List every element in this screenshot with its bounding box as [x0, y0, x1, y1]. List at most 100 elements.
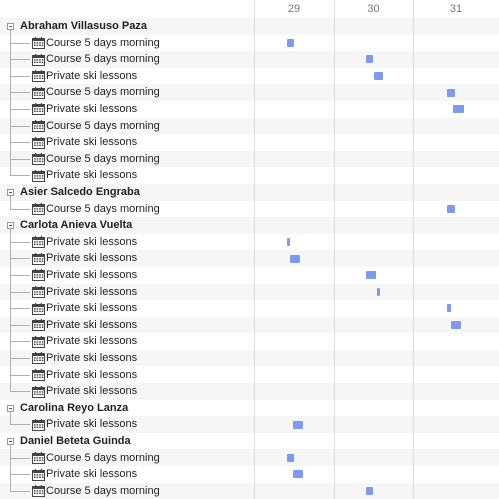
task-row[interactable]	[0, 51, 499, 68]
calendar-icon	[32, 418, 45, 431]
task-label: Course 5 days morning	[46, 451, 160, 464]
task-row[interactable]	[0, 234, 499, 251]
day-gridline	[413, 0, 414, 499]
task-bar[interactable]	[447, 88, 456, 97]
tree-branch	[10, 125, 30, 127]
resource-tree: Abraham Villasuso Paza Course 5 days morn…	[0, 18, 260, 499]
task-bar[interactable]	[366, 55, 374, 64]
task-label: Private ski lessons	[46, 252, 138, 265]
task-row[interactable]	[0, 150, 499, 168]
task-bar[interactable]	[447, 204, 456, 213]
task-bar[interactable]	[290, 254, 300, 263]
task-row[interactable]	[0, 466, 499, 483]
task-bar[interactable]	[286, 453, 294, 462]
task-row[interactable]	[0, 35, 499, 52]
calendar-icon	[32, 335, 45, 348]
tree-branch	[10, 275, 30, 276]
calendar-icon	[32, 169, 45, 182]
task-label: Course 5 days morning	[46, 86, 160, 99]
calendar-icon	[32, 119, 45, 132]
calendar-icon	[32, 252, 45, 265]
calendar-icon	[32, 368, 45, 381]
tree-connector	[10, 445, 11, 492]
day-header-31: 31	[449, 3, 463, 15]
task-label: Private ski lessons	[46, 368, 138, 381]
tree-branch	[10, 374, 30, 376]
task-label: Private ski lessons	[46, 169, 138, 182]
task-bar[interactable]	[293, 420, 303, 429]
task-row[interactable]	[0, 283, 499, 301]
task-label: Course 5 days morning	[46, 202, 160, 215]
task-row[interactable]	[0, 482, 499, 499]
group-row[interactable]	[0, 18, 499, 35]
tree-branch	[10, 308, 30, 310]
group-row[interactable]	[0, 217, 499, 234]
tree-branch	[10, 158, 30, 160]
calendar-icon	[32, 53, 45, 66]
collapse-toggle-icon[interactable]	[7, 437, 14, 445]
collapse-toggle-icon[interactable]	[7, 404, 14, 412]
task-row[interactable]	[0, 68, 499, 85]
tree-branch	[10, 341, 30, 343]
task-row[interactable]	[0, 250, 499, 267]
task-label: Private ski lessons	[46, 335, 138, 348]
task-row[interactable]	[0, 201, 499, 218]
tree-branch	[10, 75, 30, 77]
group-name: Abraham Villasuso Paza	[20, 20, 147, 32]
task-bar[interactable]	[450, 320, 462, 329]
tree-connector	[10, 229, 11, 392]
task-label: Private ski lessons	[46, 468, 138, 481]
task-label: Course 5 days morning	[46, 36, 160, 49]
collapse-toggle-icon[interactable]	[7, 188, 14, 196]
task-label: Course 5 days morning	[46, 53, 160, 66]
calendar-icon	[32, 36, 45, 49]
calendar-icon	[32, 86, 45, 99]
task-row[interactable]	[0, 300, 499, 317]
task-bar[interactable]	[453, 105, 464, 114]
tree-branch	[10, 59, 30, 61]
tree-branch	[10, 490, 30, 492]
calendar-icon	[32, 352, 45, 365]
task-bar[interactable]	[286, 38, 294, 47]
task-bar[interactable]	[286, 238, 290, 247]
task-row[interactable]	[0, 349, 499, 367]
tree-branch	[10, 424, 30, 426]
task-row[interactable]	[0, 101, 499, 118]
task-label: Private ski lessons	[46, 418, 138, 431]
tree-branch	[10, 291, 30, 293]
tree-branch	[10, 474, 30, 476]
tree-branch	[10, 391, 30, 393]
task-bar[interactable]	[293, 470, 303, 479]
task-bar[interactable]	[373, 72, 383, 81]
calendar-icon	[32, 319, 45, 332]
calendar-icon	[32, 468, 45, 481]
task-row[interactable]	[0, 383, 499, 400]
tree-branch	[10, 358, 30, 359]
task-label: Private ski lessons	[46, 269, 138, 281]
task-bar[interactable]	[366, 271, 376, 280]
collapse-toggle-icon[interactable]	[7, 22, 14, 30]
task-row[interactable]	[0, 117, 499, 135]
group-name: Carolina Reyo Lanza	[20, 401, 129, 414]
task-bar[interactable]	[366, 486, 374, 495]
task-row[interactable]	[0, 267, 499, 284]
collapse-toggle-icon[interactable]	[7, 222, 14, 229]
task-label: Private ski lessons	[46, 235, 138, 248]
group-name: Carlota Anieva Vuelta	[20, 219, 133, 232]
tree-branch	[10, 109, 30, 110]
task-row[interactable]	[0, 316, 499, 334]
task-label: Private ski lessons	[46, 302, 138, 315]
tree-branch	[10, 175, 30, 177]
task-bar[interactable]	[376, 287, 380, 296]
task-row[interactable]	[0, 416, 499, 433]
calendar-icon	[32, 269, 45, 282]
day-gridline	[254, 0, 255, 499]
task-label: Private ski lessons	[46, 103, 138, 115]
group-row[interactable]	[0, 183, 499, 201]
calendar-icon	[32, 136, 45, 149]
task-bar[interactable]	[447, 304, 451, 313]
tree-connector	[10, 30, 11, 176]
task-label: Private ski lessons	[46, 318, 138, 331]
task-row[interactable]	[0, 449, 499, 467]
task-row[interactable]	[0, 84, 499, 101]
